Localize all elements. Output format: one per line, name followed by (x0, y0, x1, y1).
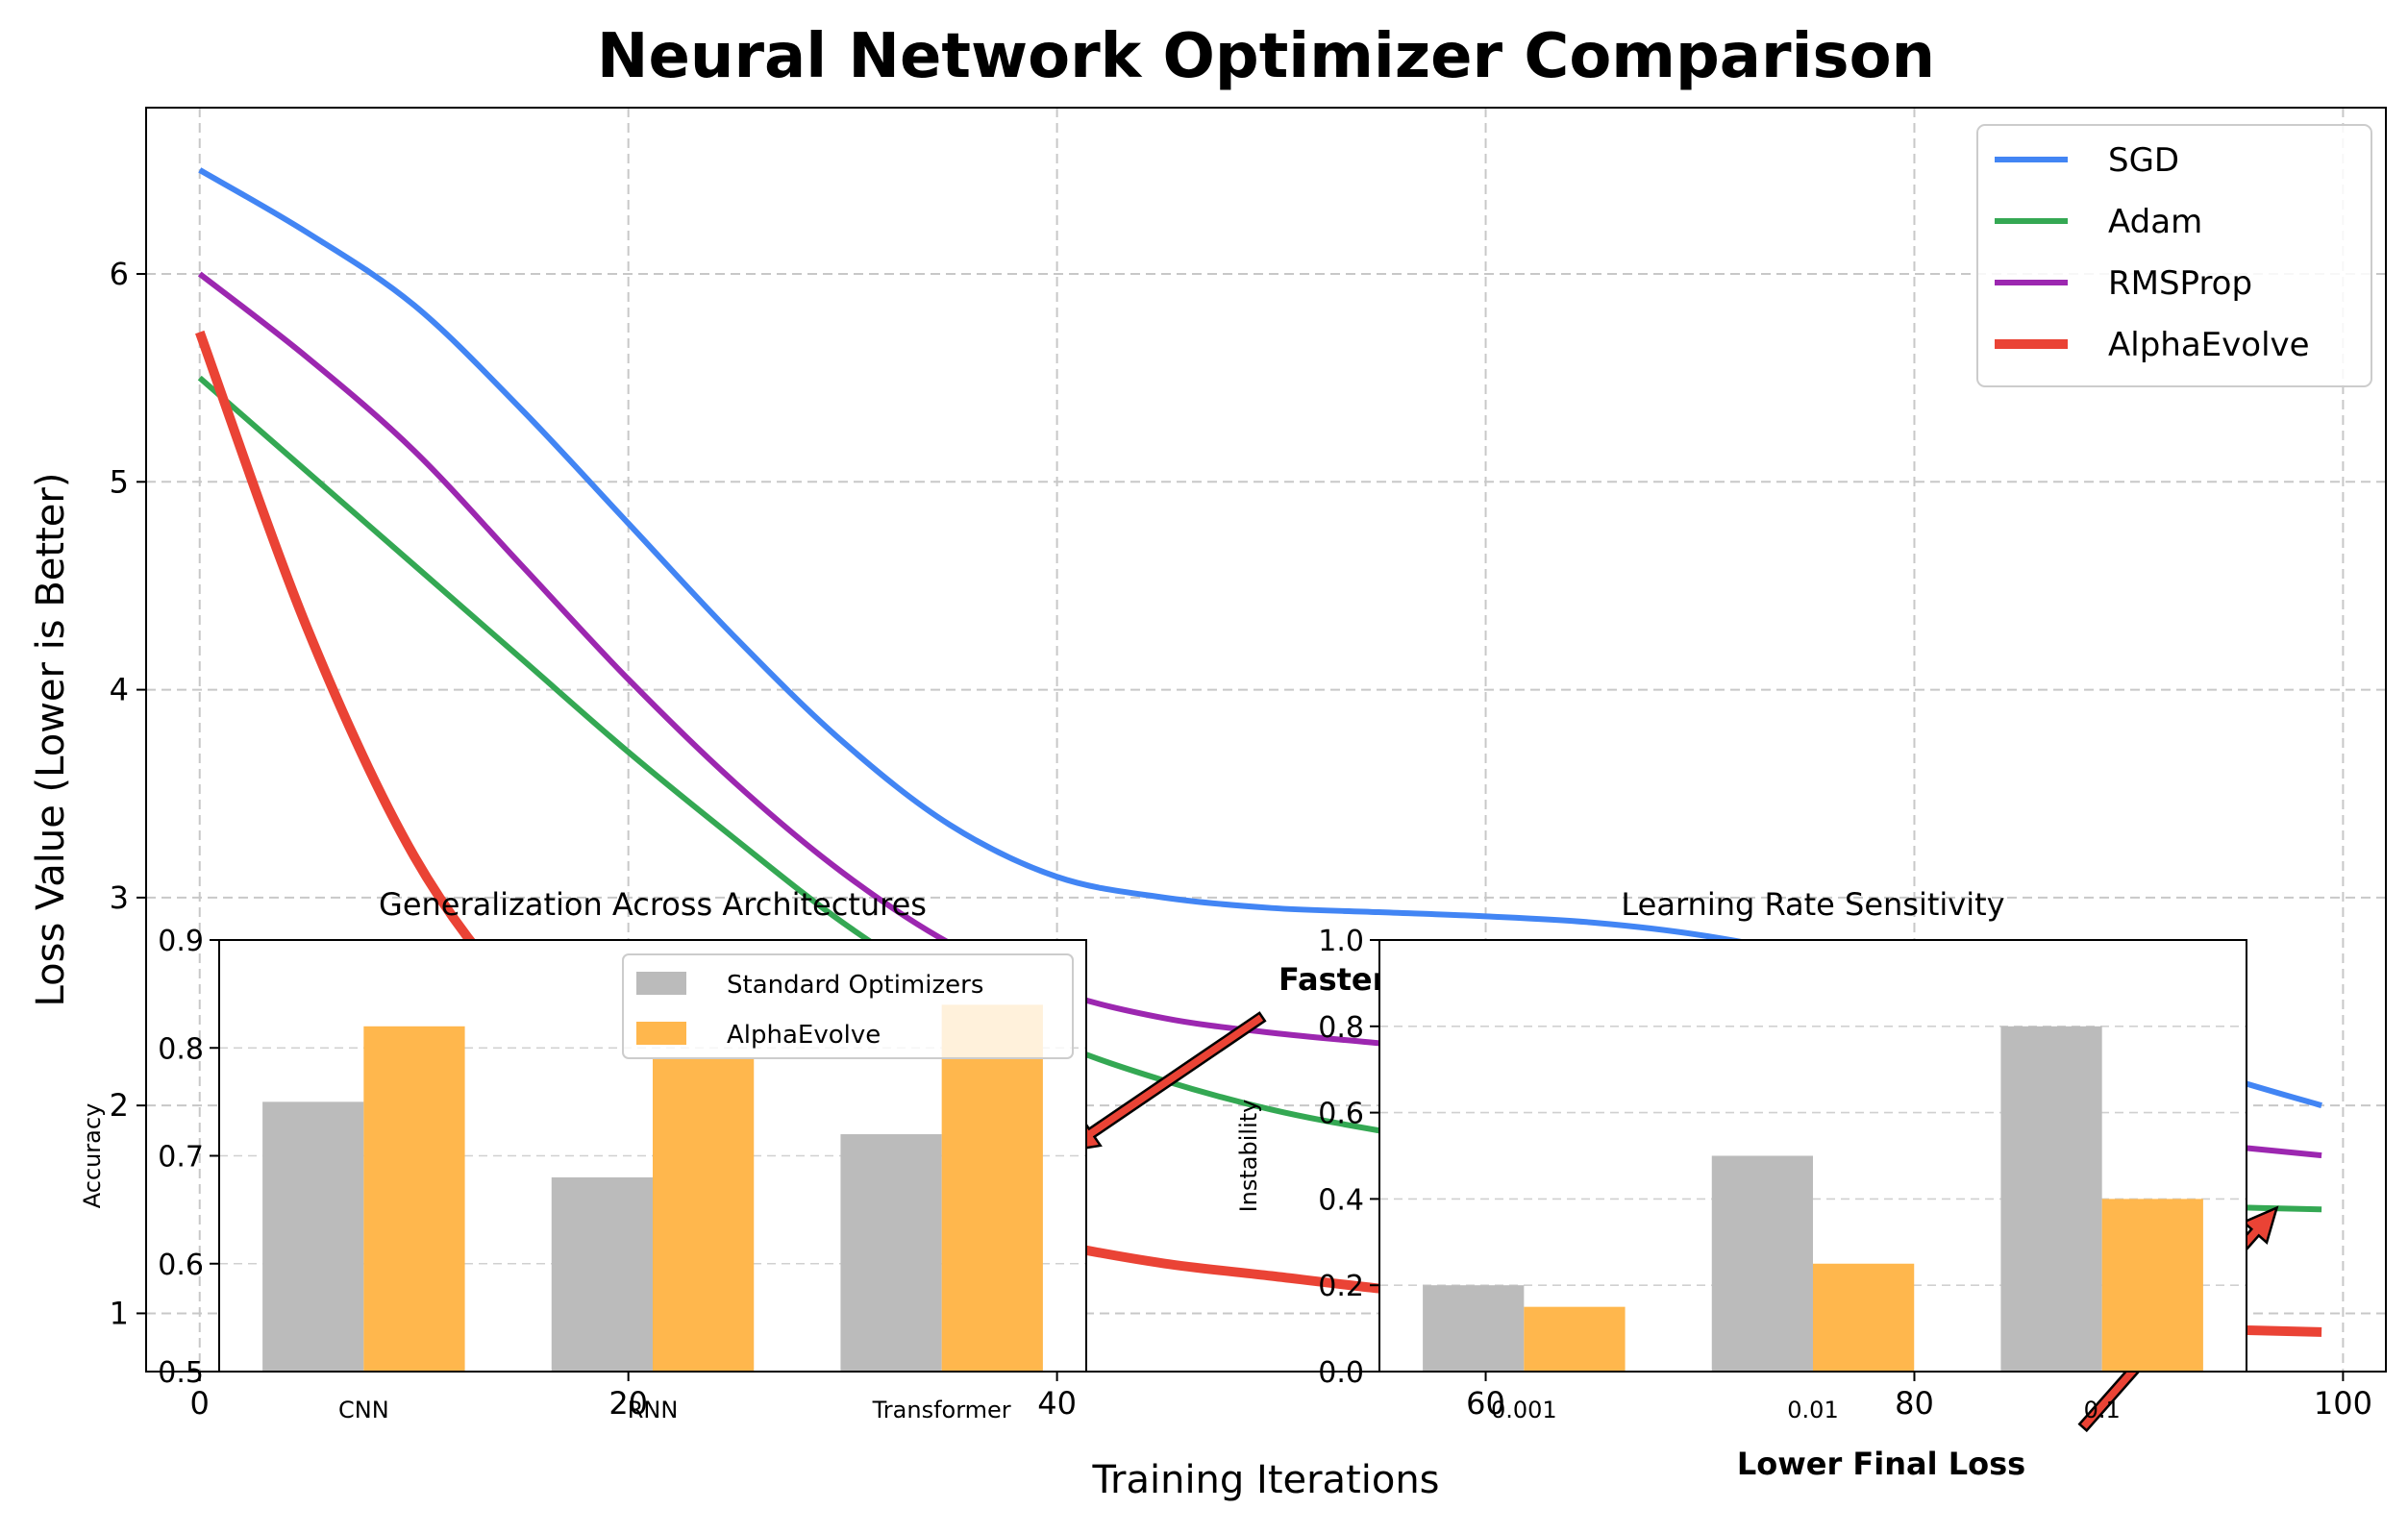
x-axis-label: Training Iterations (1091, 1458, 1439, 1502)
inset-y-tick-label: 0.9 (158, 925, 204, 958)
bar-alphaevolve (1524, 1306, 1626, 1372)
x-tick-label: 0 (190, 1385, 210, 1422)
y-axis-label: Loss Value (Lower is Better) (29, 473, 73, 1007)
category-label: 0.01 (1787, 1397, 1838, 1423)
inset-y-tick-label: 0.6 (158, 1249, 204, 1282)
y-tick-label: 6 (110, 256, 129, 292)
inset-legend-swatch (636, 972, 686, 995)
inset-title: Learning Rate Sensitivity (1621, 886, 2004, 923)
bar-alphaevolve (941, 1004, 1043, 1372)
bar-alphaevolve (363, 1026, 465, 1372)
legend-label: RMSProp (2108, 264, 2252, 303)
inset-legend-label: Standard Optimizers (727, 971, 983, 1000)
inset-title: Generalization Across Architectures (379, 886, 927, 923)
bar-alphaevolve (2101, 1199, 2203, 1372)
inset-y-tick-label: 0.6 (1318, 1098, 1364, 1131)
legend-label: SGD (2108, 141, 2179, 180)
inset-y-tick-label: 0.7 (158, 1141, 204, 1175)
category-label: 0.001 (1491, 1397, 1557, 1423)
inset-bars (262, 1004, 1043, 1372)
inset-bars (1423, 1026, 2203, 1372)
category-label: RNN (628, 1397, 679, 1423)
bar-standard-optimizers (2000, 1026, 2102, 1372)
inset-legend-swatch (636, 1022, 686, 1045)
inset-frame (1378, 939, 2247, 1373)
category-label: Transformer (872, 1397, 1011, 1423)
bar-standard-optimizers (551, 1176, 653, 1372)
legend: SGD Adam RMSProp AlphaEvolve (1976, 124, 2372, 387)
inset-y-tick-label: 0.5 (158, 1356, 204, 1390)
x-tick-label: 60 (1466, 1385, 1505, 1422)
y-tick-label: 2 (110, 1087, 129, 1124)
inset-y-tick-label: 0.8 (158, 1032, 204, 1066)
category-label: CNN (338, 1397, 389, 1423)
y-tick-label: 5 (110, 463, 129, 500)
bar-standard-optimizers (1711, 1155, 1813, 1372)
inset-y-tick-label: 0.4 (1318, 1183, 1364, 1217)
category-label: 0.1 (2084, 1397, 2121, 1423)
bar-standard-optimizers (262, 1101, 364, 1372)
x-tick-label: 100 (2314, 1385, 2372, 1422)
bar-alphaevolve (1813, 1263, 1915, 1372)
legend-label: Adam (2108, 203, 2202, 241)
inset-y-axis-label: Accuracy (79, 1103, 106, 1209)
inset-y-tick-label: 0.0 (1318, 1356, 1364, 1390)
inset-legend-label: AlphaEvolve (727, 1021, 881, 1050)
y-tick-label: 3 (110, 879, 129, 916)
bar-standard-optimizers (840, 1134, 942, 1372)
bar-standard-optimizers (1423, 1285, 1525, 1372)
inset-y-axis-label: Instability (1235, 1100, 1262, 1213)
y-tick-label: 4 (110, 672, 129, 708)
legend-box (1976, 124, 2372, 387)
legend-label: AlphaEvolve (2108, 326, 2310, 364)
bar-alphaevolve (653, 1058, 755, 1372)
inset-y-tick-label: 1.0 (1318, 925, 1364, 958)
x-tick-label: 40 (1037, 1385, 1077, 1422)
inset-y-tick-label: 0.8 (1318, 1011, 1364, 1045)
x-tick-label: 80 (1895, 1385, 1934, 1422)
y-tick-label: 1 (110, 1295, 129, 1331)
x-tick-label: 20 (608, 1385, 648, 1422)
inset-y-tick-label: 0.2 (1318, 1270, 1364, 1303)
annotation-lower-final-loss: Lower Final Loss (1737, 1446, 2025, 1482)
chart-title: Neural Network Optimizer Comparison (597, 21, 1935, 92)
inset-legend-box (622, 953, 1074, 1059)
plot-frame (145, 107, 2387, 1373)
